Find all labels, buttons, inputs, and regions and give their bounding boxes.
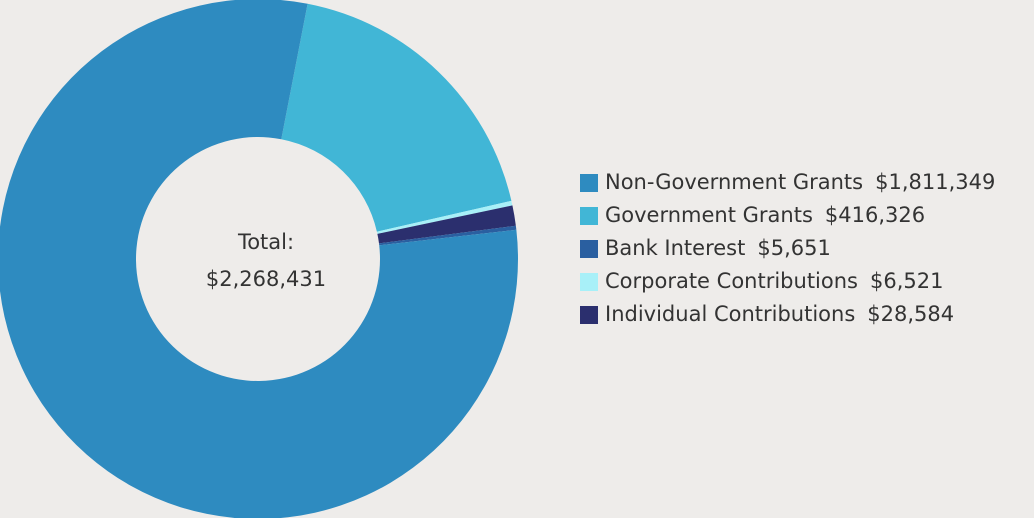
legend-swatch bbox=[580, 207, 598, 225]
legend-value: $28,584 bbox=[867, 302, 954, 326]
center-label: Total: bbox=[237, 230, 294, 254]
donut-slice bbox=[281, 3, 512, 232]
legend-entry: Individual Contributions $28,584 bbox=[605, 302, 954, 326]
legend-label: Individual Contributions bbox=[605, 302, 855, 326]
legend-swatch bbox=[580, 273, 598, 291]
legend-entry: Non-Government Grants $1,811,349 bbox=[605, 170, 995, 194]
legend-entry: Corporate Contributions $6,521 bbox=[605, 269, 943, 293]
legend-swatch bbox=[580, 240, 598, 258]
center-total: $2,268,431 bbox=[206, 267, 326, 291]
legend-entry: Bank Interest $5,651 bbox=[605, 236, 831, 260]
legend-entry: Government Grants $416,326 bbox=[605, 203, 925, 227]
legend-label: Bank Interest bbox=[605, 236, 745, 260]
legend-label: Corporate Contributions bbox=[605, 269, 858, 293]
legend-value: $5,651 bbox=[757, 236, 830, 260]
donut-slice bbox=[377, 205, 516, 244]
donut-slice bbox=[378, 225, 517, 246]
legend-swatch bbox=[580, 174, 598, 192]
legend: Non-Government Grants $1,811,349 Governmen… bbox=[580, 170, 995, 326]
donut-slice bbox=[0, 0, 518, 518]
legend-value: $6,521 bbox=[870, 269, 943, 293]
legend-value: $1,811,349 bbox=[875, 170, 995, 194]
donut bbox=[0, 0, 518, 518]
legend-label: Non-Government Grants bbox=[605, 170, 863, 194]
legend-value: $416,326 bbox=[825, 203, 925, 227]
donut-slice bbox=[376, 200, 513, 234]
legend-label: Government Grants bbox=[605, 203, 813, 227]
legend-swatch bbox=[580, 306, 598, 324]
